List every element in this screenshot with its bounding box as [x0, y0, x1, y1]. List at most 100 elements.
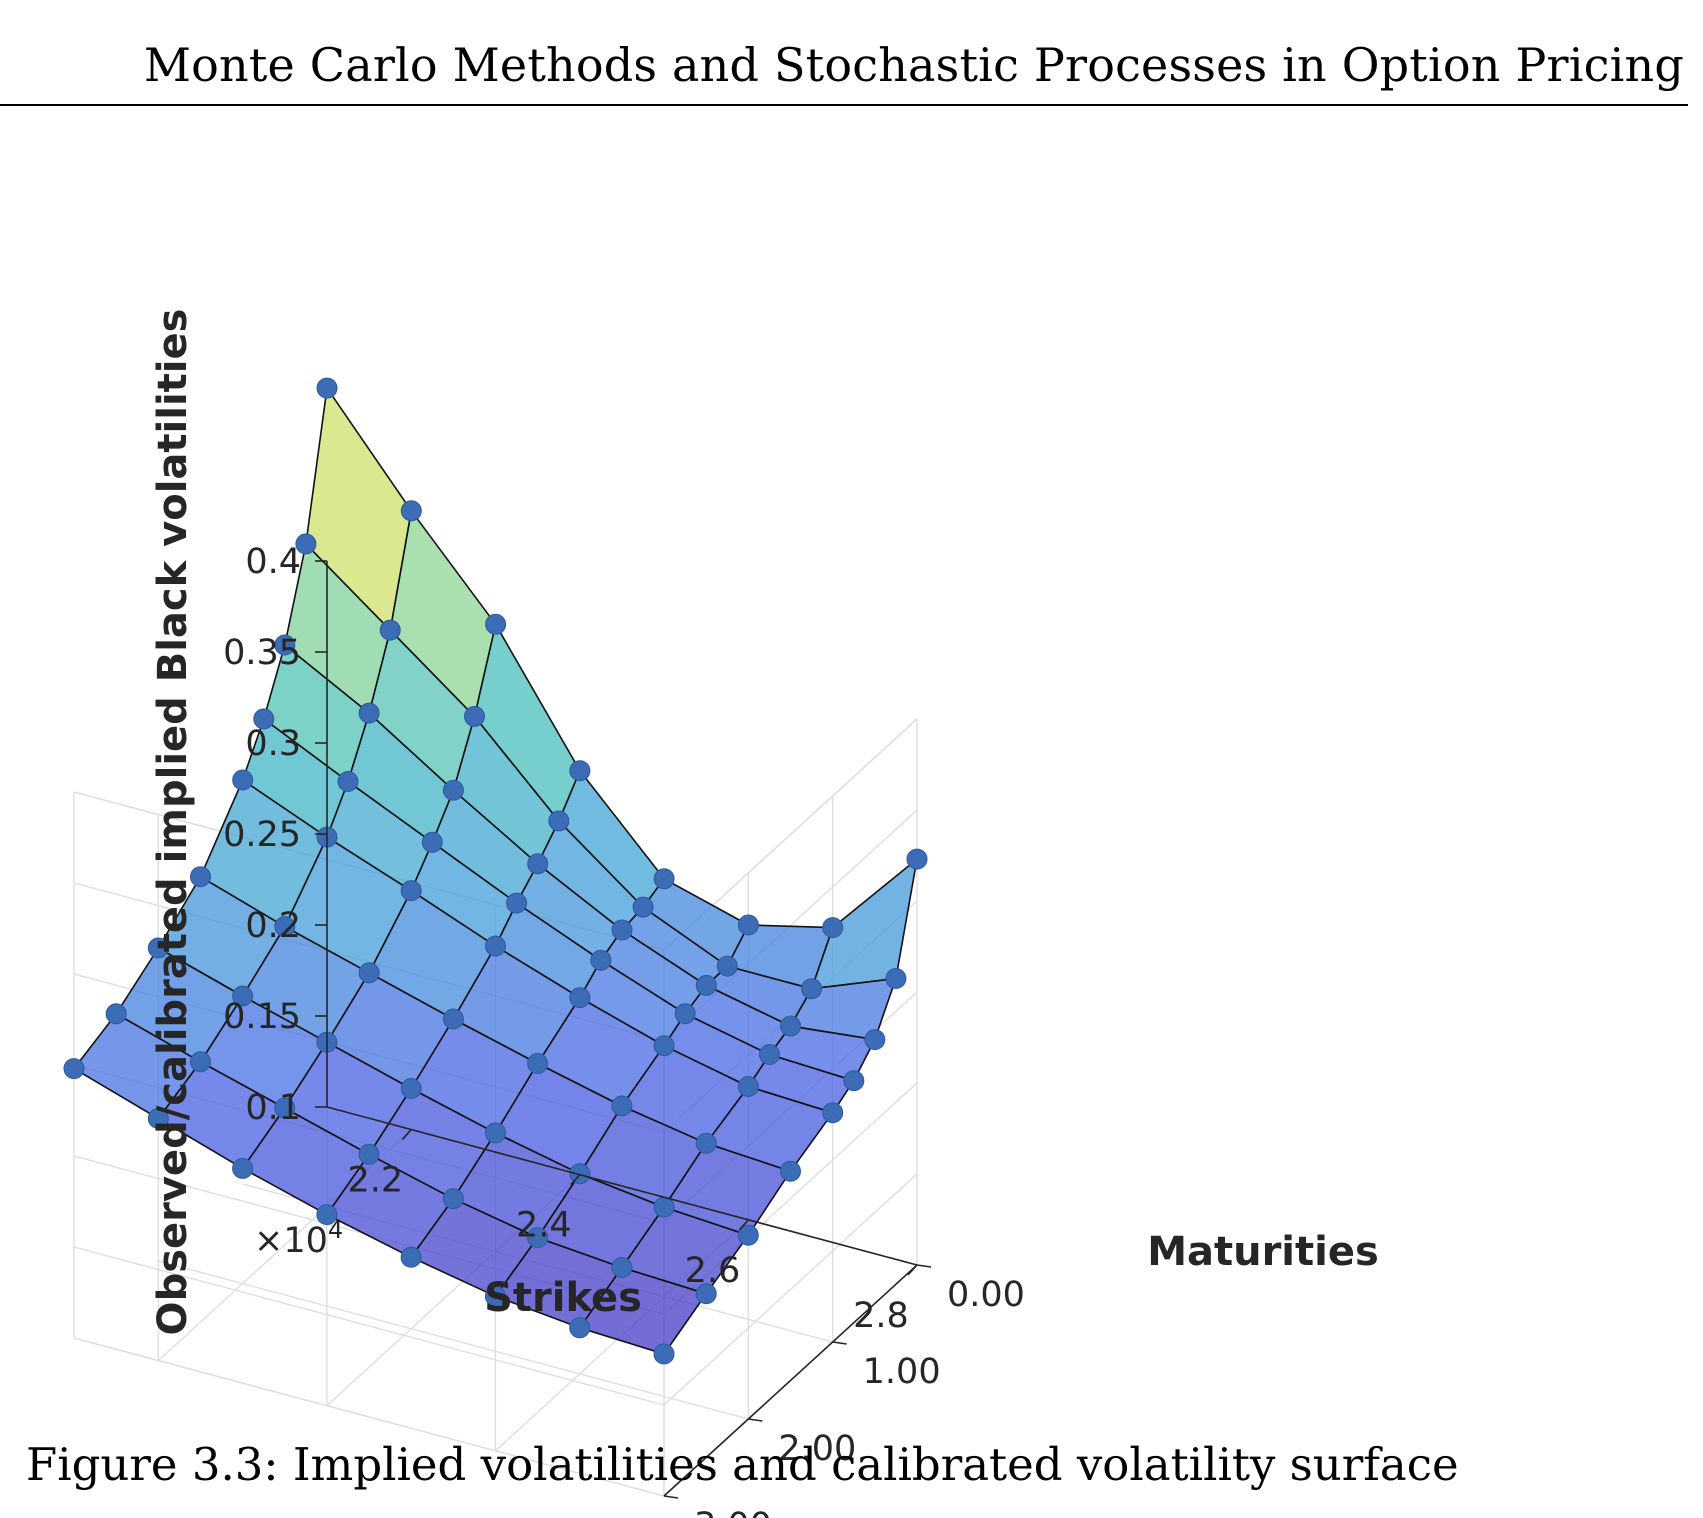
- data-point-0-6: [822, 917, 844, 939]
- data-point-2-6: [780, 1015, 801, 1037]
- z-tick-label-5: 0.35: [223, 633, 301, 673]
- x-axis-label: Strikes: [484, 1275, 642, 1321]
- x-tick-2: [738, 1219, 750, 1231]
- data-point-0-2: [485, 613, 507, 635]
- x-exponent-base: ×10: [254, 1221, 328, 1261]
- data-point-5-4: [527, 1052, 549, 1074]
- x-exponent-label: ×104: [254, 1216, 343, 1261]
- data-point-0-5: [737, 914, 759, 936]
- y-tick-label-1: 1.00: [863, 1352, 941, 1392]
- volatility-surface: [73, 387, 918, 1355]
- data-point-1-1: [379, 619, 401, 641]
- observed-points: [63, 377, 928, 1365]
- data-point-8-1: [147, 1108, 169, 1129]
- data-point-6-3: [400, 1078, 422, 1099]
- data-point-0-4: [653, 868, 675, 890]
- x-tick-label-2: 2.6: [685, 1251, 741, 1291]
- data-point-6-0: [147, 937, 169, 959]
- data-point-3-2: [421, 831, 443, 853]
- data-point-5-2: [358, 962, 380, 984]
- z-tick-label-2: 0.2: [245, 906, 301, 946]
- data-point-1-3: [548, 810, 570, 832]
- x-tick-label-3: 2.8: [853, 1296, 909, 1336]
- y-tick-label-0: 0.00: [947, 1275, 1025, 1315]
- data-point-4-6: [737, 1076, 759, 1097]
- data-point-1-2: [464, 705, 485, 727]
- data-point-3-6: [759, 1044, 780, 1065]
- data-point-3-7: [843, 1070, 865, 1092]
- data-point-8-0: [63, 1058, 85, 1080]
- data-point-4-0: [232, 769, 254, 791]
- data-point-1-5: [716, 955, 738, 977]
- data-point-2-5: [695, 974, 717, 996]
- data-point-5-7: [780, 1160, 801, 1182]
- data-point-2-3: [527, 853, 549, 875]
- data-point-7-0: [105, 1003, 127, 1025]
- y-tick-1: [832, 1341, 847, 1345]
- data-point-6-4: [485, 1122, 506, 1144]
- data-point-5-5: [611, 1095, 633, 1117]
- data-point-3-1: [337, 771, 359, 792]
- data-point-0-0: [316, 377, 338, 399]
- y-tick-3: [663, 1495, 679, 1499]
- y-axis-line: [663, 1264, 918, 1497]
- data-point-4-7: [822, 1102, 844, 1124]
- axis-labels: Strikes Maturities Observed/calibrated i…: [150, 309, 1379, 1336]
- data-point-7-1: [190, 1051, 211, 1073]
- data-point-4-5: [653, 1035, 675, 1057]
- data-point-8-3: [316, 1204, 338, 1226]
- data-point-5-1: [274, 916, 296, 938]
- data-point-4-2: [400, 880, 422, 902]
- data-point-7-5: [527, 1227, 549, 1249]
- data-point-3-4: [590, 949, 612, 971]
- y-tick-2: [748, 1418, 763, 1422]
- data-point-7-2: [274, 1097, 296, 1119]
- data-point-1-4: [632, 896, 654, 918]
- x-tick-3: [907, 1264, 918, 1276]
- y-axis-label: Maturities: [1147, 1229, 1379, 1275]
- data-point-6-5: [569, 1163, 591, 1185]
- z-tick-label-1: 0.15: [223, 997, 301, 1037]
- data-point-0-1: [400, 500, 422, 522]
- floor-gridline-y-3: [73, 1337, 665, 1497]
- data-point-7-6: [611, 1257, 633, 1278]
- data-point-8-4: [400, 1246, 422, 1268]
- data-point-8-7: [653, 1343, 675, 1365]
- data-point-2-2: [442, 779, 464, 801]
- page-header: Monte Carlo Methods and Stochastic Proce…: [0, 0, 1688, 106]
- x-axis-line: [326, 1106, 918, 1266]
- data-point-2-4: [611, 919, 633, 941]
- data-point-0-7: [906, 848, 928, 870]
- back-wall-gridline-z-1: [73, 1246, 665, 1406]
- data-point-5-0: [190, 866, 211, 888]
- data-point-2-0: [274, 634, 296, 656]
- x-tick-1: [570, 1174, 581, 1186]
- data-point-1-6: [801, 978, 823, 1000]
- x-exponent-power: 4: [328, 1216, 343, 1244]
- data-point-2-7: [864, 1029, 886, 1051]
- y-tick-label-2: 2.00: [778, 1429, 856, 1469]
- y-tick-label-3: 3.00: [694, 1506, 772, 1518]
- data-point-3-0: [253, 708, 275, 730]
- data-point-3-5: [674, 1003, 696, 1025]
- data-point-3-3: [506, 892, 528, 914]
- x-tick-label-0: 2.2: [347, 1161, 403, 1201]
- data-point-1-7: [885, 968, 907, 989]
- z-axis-label: Observed/calibrated implied Black volati…: [150, 309, 196, 1336]
- side-wall-gridline-z-1: [663, 1173, 918, 1406]
- data-point-2-1: [358, 702, 380, 724]
- z-tick-label-6: 0.4: [245, 542, 301, 582]
- data-point-8-6: [569, 1317, 591, 1339]
- data-point-0-3: [569, 760, 591, 782]
- data-point-7-4: [442, 1188, 464, 1210]
- data-point-4-4: [569, 987, 591, 1009]
- running-title: Monte Carlo Methods and Stochastic Proce…: [143, 38, 1684, 92]
- data-point-5-3: [442, 1008, 464, 1030]
- figure-caption: Figure 3.3: Implied volatilities and cal…: [26, 1438, 1459, 1491]
- z-tick-label-4: 0.3: [245, 724, 301, 764]
- data-point-4-3: [485, 935, 506, 957]
- y-tick-0: [916, 1264, 932, 1268]
- z-tick-label-0: 0.1: [245, 1088, 301, 1128]
- data-point-8-2: [232, 1157, 254, 1179]
